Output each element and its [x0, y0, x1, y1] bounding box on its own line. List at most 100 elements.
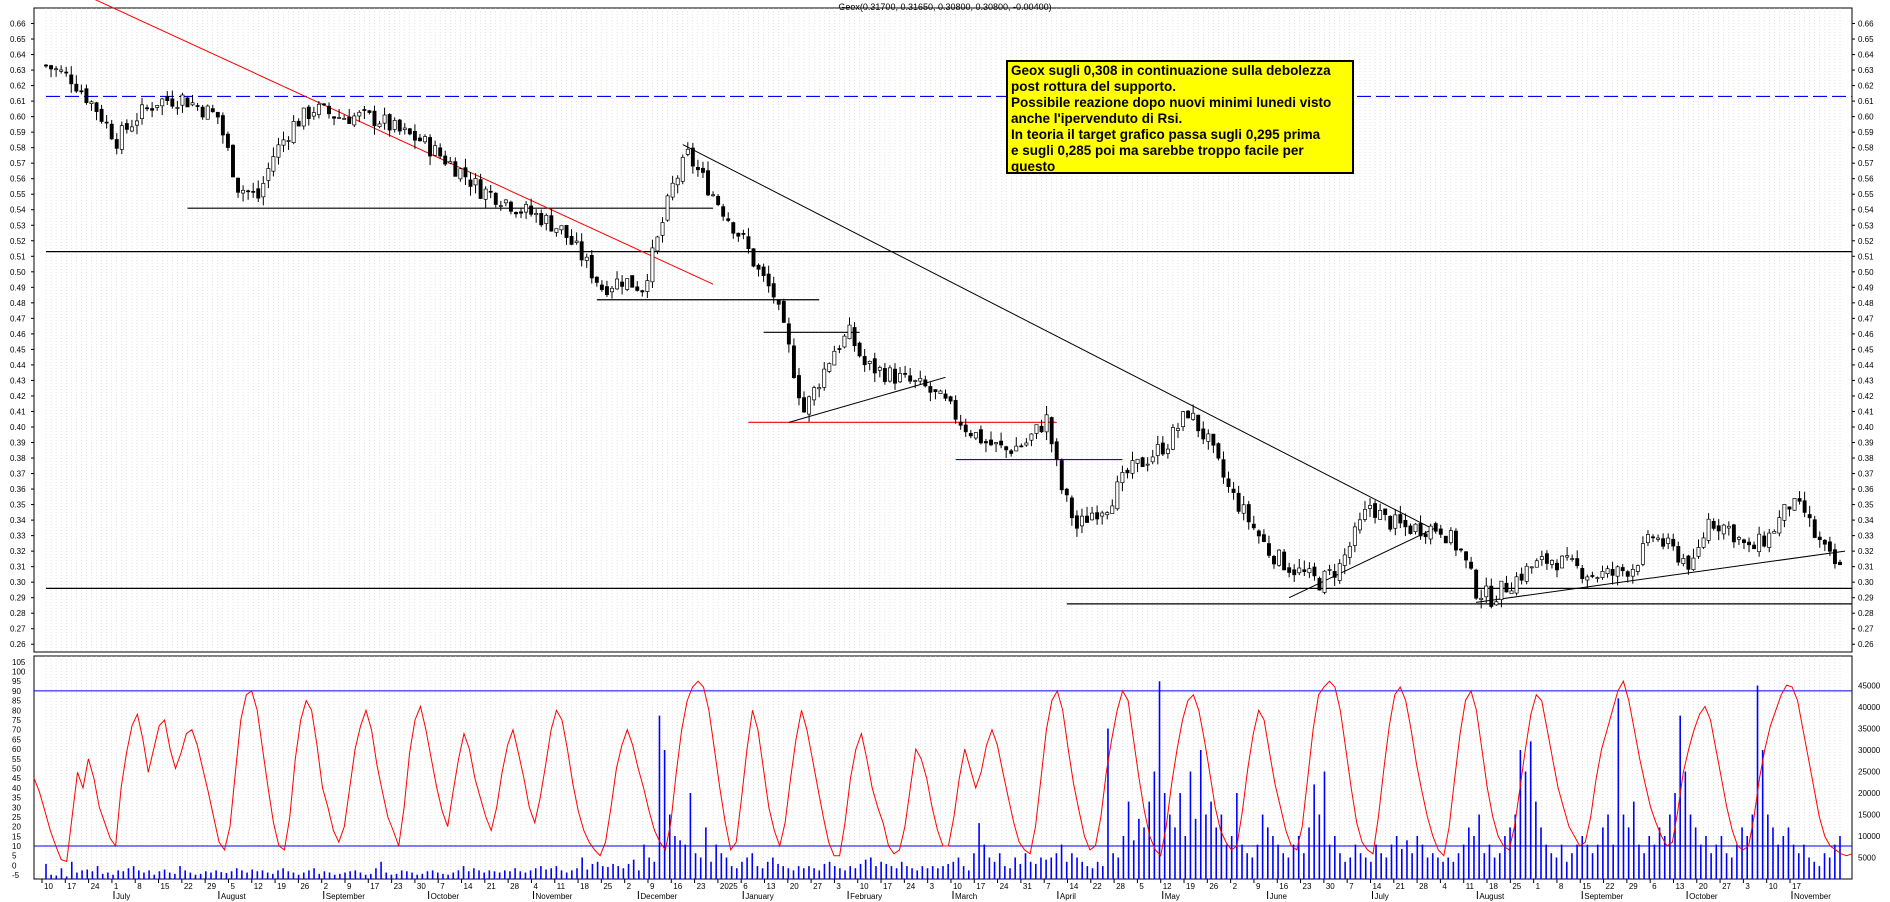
- candle-body: [1827, 541, 1832, 552]
- candle-body: [1363, 508, 1367, 520]
- price-tick-label-left: 0.37: [10, 470, 26, 479]
- candle-body: [594, 276, 599, 283]
- candle-body: [761, 266, 766, 276]
- volume-tick-label: 35000: [1858, 725, 1881, 734]
- candle-body: [968, 433, 973, 437]
- candle-body: [1059, 460, 1064, 491]
- x-tick-label-day: 28: [510, 882, 519, 891]
- candle-body: [978, 429, 983, 444]
- candle-body: [1069, 497, 1074, 519]
- candle-body: [397, 119, 402, 132]
- x-tick-label-day: 1: [114, 882, 119, 891]
- candle-body: [751, 248, 756, 267]
- candle-body: [1448, 530, 1453, 544]
- x-tick-label-day: 2025: [720, 882, 738, 891]
- x-tick-label-day: 14: [464, 882, 473, 891]
- candle-body: [1711, 521, 1716, 529]
- x-tick-label-month: July: [1375, 892, 1389, 901]
- price-tick-label-right: 0.63: [1858, 66, 1874, 75]
- candle-body: [620, 281, 625, 287]
- candle-body: [236, 177, 240, 193]
- price-tick-label-right: 0.62: [1858, 82, 1874, 91]
- candle-body: [872, 358, 877, 374]
- price-tick-label-left: 0.51: [10, 252, 26, 261]
- price-tick-label-left: 0.45: [10, 345, 26, 354]
- x-tick-label-day: 27: [813, 882, 822, 891]
- candle-body: [276, 144, 281, 158]
- candle-body: [1438, 528, 1443, 535]
- candle-body: [1236, 492, 1241, 512]
- candle-body: [898, 373, 902, 383]
- candle-body: [69, 74, 74, 85]
- candle-body: [1787, 506, 1792, 510]
- candle-body: [225, 133, 230, 148]
- candle-body: [1408, 525, 1413, 534]
- candle-body: [1817, 536, 1822, 541]
- candle-body: [1580, 568, 1585, 579]
- candle-body: [473, 178, 478, 186]
- candle-body: [266, 168, 271, 181]
- price-tick-label-right: 0.33: [1858, 532, 1874, 541]
- candle-body: [1534, 560, 1539, 568]
- x-tick-label-month: August: [221, 892, 247, 901]
- candle-body: [362, 109, 367, 111]
- price-tick-label-left: 0.41: [10, 407, 26, 416]
- x-tick-label-day: 12: [1163, 882, 1172, 891]
- candle-body: [589, 255, 594, 279]
- price-tick-label-left: 0.27: [10, 625, 26, 634]
- candle-body: [215, 111, 220, 118]
- x-tick-label-day: 18: [580, 882, 589, 891]
- candle-body: [1398, 514, 1403, 524]
- x-tick-label-day: 25: [1512, 882, 1521, 891]
- candle-body: [569, 235, 574, 245]
- candle-body: [185, 97, 190, 108]
- candle-body: [847, 324, 852, 340]
- rsi-tick-label: 50: [12, 764, 21, 773]
- candle-body: [1226, 478, 1231, 487]
- candle-body: [1261, 534, 1266, 542]
- candle-body: [842, 335, 847, 348]
- candle-body: [1110, 505, 1115, 514]
- candle-body: [655, 236, 660, 252]
- price-tick-label-left: 0.48: [10, 299, 26, 308]
- price-tick-label-left: 0.53: [10, 221, 26, 230]
- candle-body: [807, 396, 812, 415]
- x-tick-label-day: 28: [1419, 882, 1428, 891]
- rsi-tick-label: 30: [12, 803, 21, 812]
- candle-body: [1191, 412, 1196, 420]
- price-tick-label-left: 0.33: [10, 532, 26, 541]
- candle-body: [1807, 514, 1812, 519]
- candle-body: [94, 102, 99, 112]
- candle-body: [1418, 523, 1423, 537]
- rsi-tick-label: 90: [12, 687, 21, 696]
- price-tick-label-right: 0.34: [1858, 516, 1874, 525]
- candle-body: [837, 348, 842, 350]
- candle-body: [1292, 569, 1297, 576]
- candle-body: [1742, 539, 1746, 544]
- candle-body: [706, 170, 710, 196]
- x-tick-label-day: 6: [743, 882, 748, 891]
- candle-body: [64, 71, 69, 74]
- candle-body: [791, 345, 796, 378]
- candle-body: [716, 195, 721, 205]
- candle-body: [135, 120, 139, 126]
- price-tick-label-right: 0.35: [1858, 501, 1874, 510]
- x-tick-label-day: 16: [1279, 882, 1288, 891]
- price-tick-label-right: 0.45: [1858, 345, 1874, 354]
- candle-body: [1453, 530, 1458, 551]
- candle-body: [887, 367, 892, 382]
- candle-body: [1423, 533, 1428, 538]
- candle-body: [1752, 544, 1757, 550]
- candle-body: [291, 121, 296, 143]
- candle-body: [877, 367, 882, 371]
- candle-body: [1272, 556, 1276, 565]
- candle-body: [1625, 571, 1630, 577]
- candle-body: [1393, 514, 1398, 529]
- candle-body: [251, 191, 256, 193]
- x-tick-label-day: 7: [440, 882, 445, 891]
- candle-body: [1726, 525, 1731, 529]
- candle-body: [1246, 504, 1251, 523]
- price-tick-label-right: 0.61: [1858, 97, 1874, 106]
- candle-body: [468, 179, 473, 187]
